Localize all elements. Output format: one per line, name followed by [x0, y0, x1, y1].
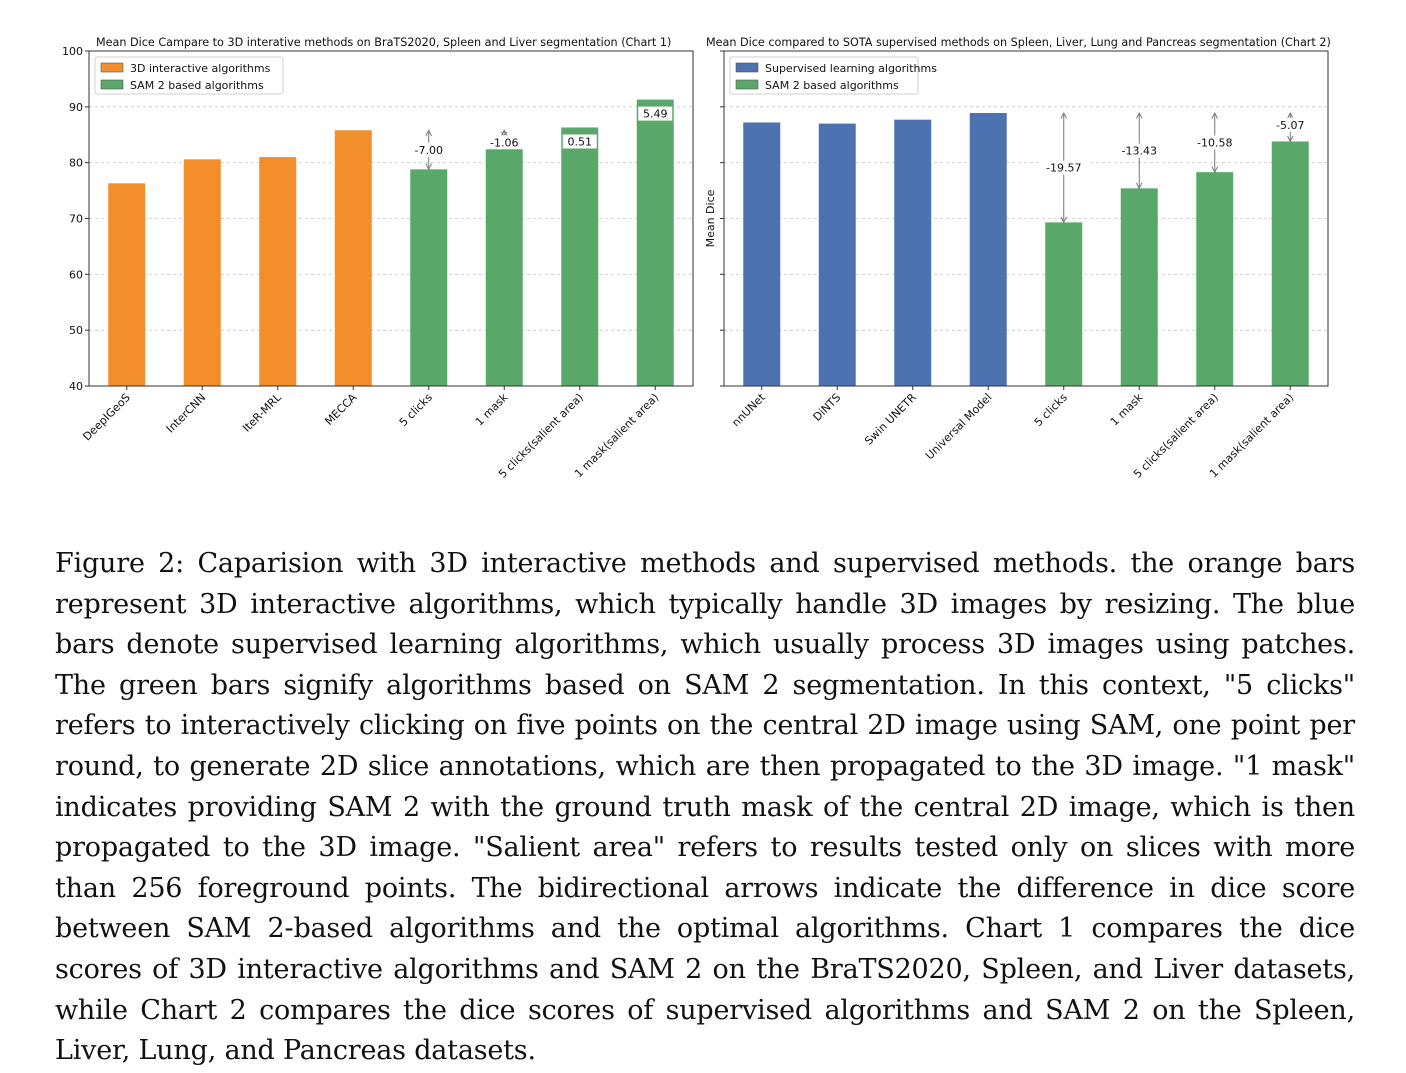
bar-1-mask-salient-area-	[1271, 141, 1309, 386]
x-tick-label: 1 mask(salient area)	[572, 391, 661, 480]
legend-box	[94, 56, 284, 95]
chart-title: Mean Dice compared to SOTA supervised me…	[706, 36, 1331, 49]
bar-1-mask	[1120, 188, 1158, 386]
annotation-bg	[1270, 117, 1310, 132]
annotation-bg	[484, 135, 524, 150]
bar-mecca	[334, 130, 372, 386]
y-tick-label: 70	[69, 213, 83, 226]
legend-label: 3D interactive algorithms	[130, 62, 271, 75]
difference-label: -5.07	[1276, 119, 1304, 132]
x-tick-label: InterCNN	[164, 391, 209, 436]
x-tick-label: DeepIGeoS	[80, 391, 133, 444]
y-tick-label: 60	[69, 268, 83, 281]
legend-swatch	[735, 62, 759, 73]
annotation-bg	[1116, 143, 1163, 158]
bar-5-clicks	[410, 169, 448, 386]
legend-box	[729, 56, 919, 95]
bar-5-clicks-salient-area-	[1196, 172, 1234, 386]
bar-5-clicks	[1045, 222, 1083, 386]
legend-label: Supervised learning algorithms	[765, 62, 937, 75]
difference-label: -19.57	[1046, 162, 1081, 175]
y-tick-label: 80	[69, 157, 83, 170]
x-tick-label: Swin UNETR	[862, 391, 919, 448]
bar-deepigeos	[108, 183, 146, 386]
x-tick-label: 1 mask(salient area)	[1207, 391, 1296, 480]
x-tick-label: Universal Model	[923, 391, 994, 462]
bar-swin-unetr	[894, 119, 932, 387]
x-tick-label: DiNTS	[811, 391, 844, 424]
difference-label: 0.51	[568, 135, 593, 148]
legend-label: SAM 2 based algorithms	[130, 79, 264, 92]
y-tick-label: 40	[69, 380, 83, 393]
y-tick-label: 100	[62, 45, 83, 58]
legend-swatch	[735, 79, 759, 90]
figure-caption: Figure 2: Caparision with 3D interactive…	[55, 548, 1355, 1067]
chart-title: Mean Dice Campare to 3D interative metho…	[96, 36, 671, 49]
y-tick-label: 90	[69, 101, 83, 114]
bar-dints	[818, 123, 856, 386]
bar-universal-model	[969, 112, 1007, 386]
bar-1-mask-salient-area-	[636, 99, 674, 386]
difference-label: 5.49	[643, 108, 668, 121]
difference-label: -13.43	[1122, 145, 1157, 158]
bar-intercnn	[183, 159, 221, 386]
legend-swatch	[100, 79, 124, 90]
difference-label: -10.58	[1197, 137, 1232, 150]
legend-swatch	[100, 62, 124, 73]
difference-label: -7.00	[415, 144, 443, 157]
x-tick-label: 1 mask	[473, 390, 511, 428]
bar-nnunet	[743, 122, 781, 386]
x-tick-label: 5 clicks	[397, 391, 435, 429]
legend-label: SAM 2 based algorithms	[765, 79, 899, 92]
x-tick-label: 5 clicks(salient area)	[1131, 391, 1221, 481]
x-tick-label: nnUNet	[729, 390, 768, 429]
x-tick-label: 5 clicks	[1032, 391, 1070, 429]
difference-label: -1.06	[490, 136, 518, 149]
annotation-bg	[1191, 135, 1238, 150]
bar-1-mask	[485, 137, 523, 386]
bar-iter-mrl	[259, 157, 297, 386]
y-tick-label: 50	[69, 324, 83, 337]
x-tick-label: MECCA	[322, 391, 359, 428]
annotation-box	[638, 106, 673, 121]
y-axis-label: Mean Dice	[704, 189, 717, 247]
bar-5-clicks-salient-area-	[561, 127, 599, 386]
charts-svg: 40 50 60 70 80 90 100 DeepIGeoS InterCNN IteR-MRL…	[62, 36, 1331, 481]
x-tick-label: IteR-MRL	[240, 390, 284, 434]
annotation-box	[562, 134, 597, 149]
x-tick-label: 1 mask	[1108, 390, 1146, 428]
annotation-bg	[1040, 160, 1087, 175]
x-tick-label: 5 clicks(salient area)	[496, 391, 586, 481]
figure-charts: 40 50 60 70 80 90 100 DeepIGeoS InterCNN IteR-MRL…	[0, 0, 1406, 510]
annotation-bg	[409, 142, 449, 157]
